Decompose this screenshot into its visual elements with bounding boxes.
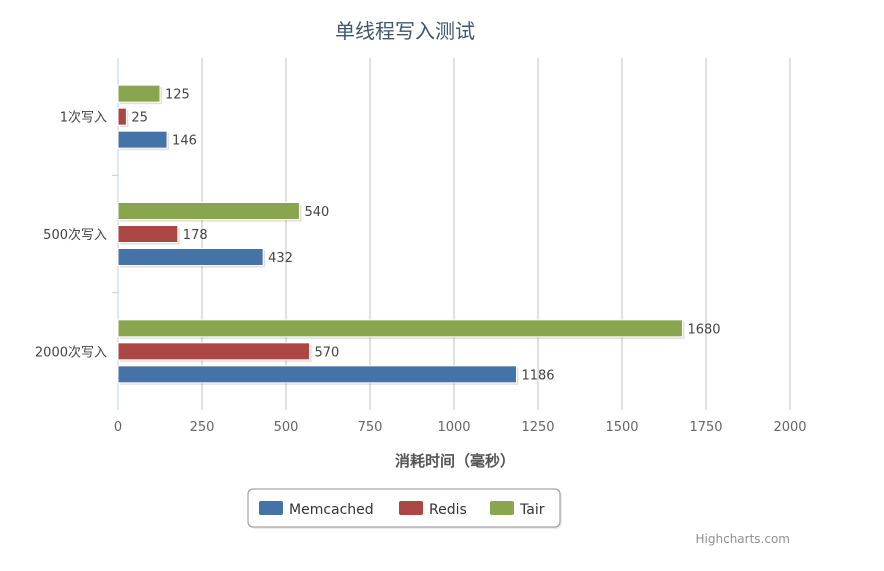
- data-labels: 125 25 146 540 178 432 1680 570 1186: [131, 88, 720, 384]
- bar-redis[interactable]: [117, 107, 127, 126]
- legend-item-memcached[interactable]: Memcached: [259, 501, 374, 518]
- bar-memcached[interactable]: [117, 365, 517, 384]
- x-tick-label: 250: [190, 420, 215, 435]
- data-label: 1186: [521, 368, 554, 383]
- legend: Memcached Redis Tair: [247, 488, 562, 529]
- x-tick-label: 1500: [605, 420, 638, 435]
- category-label: 1次写入: [60, 110, 107, 126]
- axes: 0 250 500 750 1000 1250 1500 1750 2000 1次写入 500次写入…: [35, 110, 806, 435]
- data-label: 432: [268, 251, 293, 266]
- data-label: 146: [172, 134, 197, 149]
- legend-swatch: [490, 501, 514, 515]
- bars: [117, 84, 685, 385]
- data-label: 125: [165, 88, 190, 103]
- x-tick-label: 1000: [437, 420, 470, 435]
- data-label: 540: [304, 205, 329, 220]
- x-axis-title: 消耗时间（毫秒）: [395, 452, 515, 470]
- x-tick-label: 1750: [689, 420, 722, 435]
- chart-title: 单线程写入测试: [335, 19, 475, 43]
- x-tick-label: 0: [114, 420, 122, 435]
- data-label: 25: [131, 111, 148, 126]
- legend-swatch: [259, 501, 283, 515]
- data-label: 178: [183, 228, 208, 243]
- bar-memcached[interactable]: [117, 248, 264, 266]
- x-tick-label: 1250: [521, 420, 554, 435]
- data-label: 570: [315, 345, 340, 360]
- legend-item-redis[interactable]: Redis: [399, 501, 467, 518]
- credits-link[interactable]: Highcharts.com: [696, 532, 790, 546]
- bar-tair[interactable]: [117, 319, 683, 338]
- legend-label: Tair: [519, 502, 545, 518]
- category-label: 500次写入: [43, 227, 107, 243]
- legend-swatch: [399, 501, 423, 515]
- legend-label: Memcached: [289, 502, 374, 518]
- legend-label: Redis: [429, 502, 467, 518]
- bar-redis[interactable]: [117, 225, 179, 243]
- data-label: 1680: [687, 322, 720, 337]
- category-label: 2000次写入: [35, 344, 107, 360]
- x-tick-label: 500: [274, 420, 299, 435]
- bar-redis[interactable]: [117, 342, 311, 361]
- bar-tair[interactable]: [117, 84, 161, 103]
- bar-tair[interactable]: [117, 202, 300, 220]
- bar-memcached[interactable]: [117, 130, 168, 149]
- x-tick-label: 750: [358, 420, 383, 435]
- legend-item-tair[interactable]: Tair: [490, 501, 545, 518]
- x-tick-label: 2000: [773, 420, 806, 435]
